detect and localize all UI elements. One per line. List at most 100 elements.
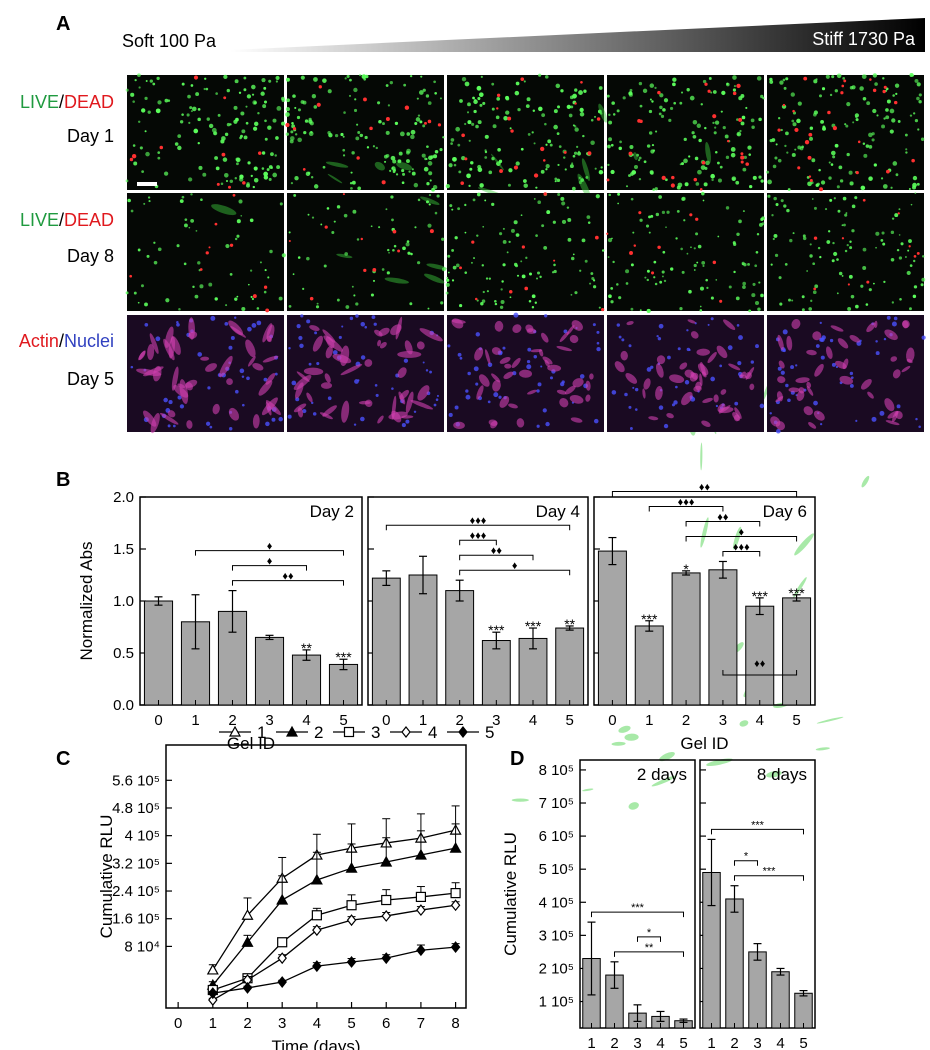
cell (755, 250, 759, 254)
error-bar (587, 921, 596, 996)
bar (371, 577, 401, 706)
cell (846, 152, 850, 157)
cell (659, 280, 663, 284)
panel-label: D (510, 748, 524, 770)
cell (889, 108, 895, 114)
cell (224, 132, 229, 137)
stain-name: Nuclei (64, 331, 114, 351)
marker (450, 888, 461, 899)
cell (692, 134, 697, 139)
cell (270, 152, 274, 157)
cell (497, 147, 501, 152)
significance-bracket: ♦ (232, 556, 307, 571)
dead-cell (719, 299, 723, 303)
cell (198, 165, 203, 170)
dead-cell (363, 97, 367, 102)
dead-cell (533, 173, 539, 178)
cell (556, 178, 561, 183)
actin (655, 386, 663, 401)
cell (632, 231, 635, 234)
actin (503, 371, 514, 380)
actin (417, 385, 430, 401)
series (206, 805, 462, 975)
cell (578, 176, 581, 179)
bracket-label: ♦♦ (754, 658, 766, 670)
nucleus (403, 358, 409, 363)
cell (189, 106, 193, 110)
stiffness-wedge (230, 18, 925, 52)
cell (383, 154, 388, 159)
cell-spread (611, 741, 626, 746)
cell (785, 77, 789, 81)
series-line (212, 904, 456, 1001)
cell (651, 143, 655, 147)
dead-cell (496, 93, 501, 98)
cell (190, 84, 194, 87)
cell (698, 138, 702, 143)
cell (205, 87, 209, 91)
actin (901, 365, 911, 373)
cell-spread (490, 153, 504, 171)
dead-cell (847, 283, 850, 286)
cell (515, 264, 519, 268)
cell (646, 308, 651, 314)
marker (241, 936, 254, 947)
cell (243, 76, 247, 80)
cell (413, 182, 419, 188)
bracket-label: *** (631, 902, 645, 914)
x-tick-label: 5 (347, 1015, 355, 1032)
dead-cell (908, 245, 911, 248)
nucleus (341, 325, 344, 328)
cell (351, 285, 354, 288)
cell (663, 98, 669, 103)
cell (315, 305, 320, 309)
dead-cell (893, 100, 898, 105)
cell (889, 129, 894, 134)
dead-cell (841, 84, 845, 88)
cell (152, 82, 156, 86)
actin (837, 338, 849, 349)
dead-cell (804, 140, 810, 145)
cell (521, 274, 526, 279)
cell (300, 75, 305, 80)
error-bar (682, 570, 691, 576)
cell-spread (211, 204, 237, 216)
stain-label: Actin/Nuclei (19, 331, 114, 351)
nucleus (618, 335, 622, 339)
x-tick-label: 5 (679, 1035, 687, 1050)
cell (176, 244, 180, 248)
dead-cell (292, 126, 297, 131)
bracket-line (648, 505, 724, 512)
series (208, 941, 461, 1000)
cell (578, 90, 583, 95)
actin (491, 373, 501, 383)
cell (295, 133, 298, 136)
dead-cell (792, 109, 795, 113)
cell (754, 264, 758, 268)
bar (254, 636, 285, 706)
cell (225, 243, 230, 249)
dead-cell (639, 119, 643, 124)
dead-cell (159, 145, 164, 150)
cell (741, 115, 746, 120)
cell (831, 259, 835, 263)
cell (780, 199, 784, 203)
cell (479, 183, 484, 188)
actin (679, 362, 688, 370)
nucleus (688, 349, 691, 352)
cell (387, 104, 391, 107)
dead-cell (740, 152, 744, 156)
y-tick-label: 5 10⁵ (539, 861, 574, 878)
dead-cell (324, 225, 328, 229)
dead-cell (745, 162, 749, 166)
cell (289, 139, 294, 144)
cell (696, 261, 699, 264)
nucleus (875, 351, 880, 356)
cell (606, 94, 610, 98)
panel-label: C (56, 748, 70, 770)
dead-cell (385, 117, 390, 121)
nucleus (710, 317, 714, 321)
error-bar (191, 594, 200, 650)
actin (778, 360, 785, 369)
cell (617, 202, 619, 205)
